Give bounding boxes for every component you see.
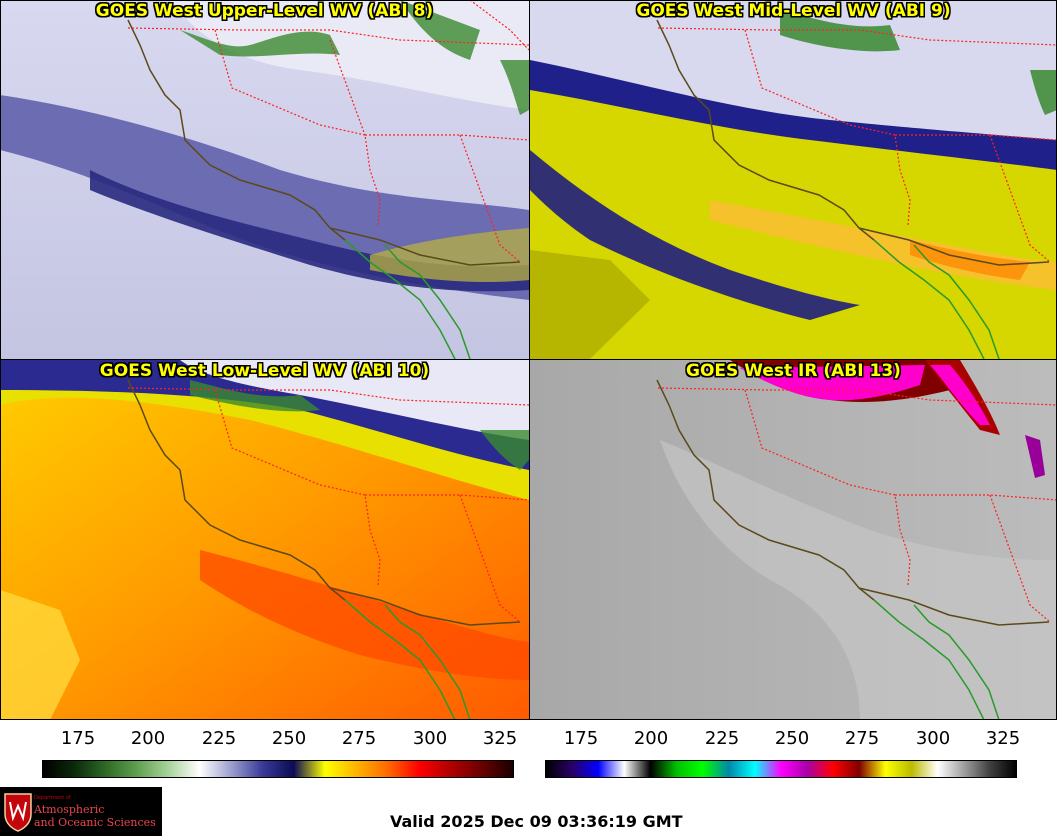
ir-tick-label: 300 [915, 728, 951, 749]
wv-tick-label: 200 [130, 728, 166, 749]
panel-ir: GOES West IR (ABI 13) [530, 360, 1057, 720]
ir-image [530, 360, 1057, 720]
panel-low-level-wv: GOES West Low-Level WV (ABI 10) [0, 360, 529, 720]
panel-divider-vertical [529, 0, 530, 720]
wv-colorbar [42, 760, 514, 778]
valid-time-label: Valid 2025 Dec 09 03:36:19 GMT [390, 812, 683, 831]
panel-title-upper-wv: GOES West Upper-Level WV (ABI 8) [95, 1, 434, 21]
ir-tick-label: 225 [704, 728, 740, 749]
wv-tick-label: 225 [201, 728, 237, 749]
logo-line-2: and Oceanic Sciences [34, 816, 156, 829]
upper-wv-image [0, 0, 529, 359]
ir-colorbar-ticks: 175 200 225 250 275 300 325 [545, 728, 1021, 752]
wv-tick-label: 175 [60, 728, 96, 749]
wv-tick-label: 300 [412, 728, 448, 749]
panel-title-mid-wv: GOES West Mid-Level WV (ABI 9) [636, 1, 951, 21]
ir-tick-label: 250 [774, 728, 810, 749]
mid-wv-image [530, 0, 1057, 359]
ir-tick-label: 325 [985, 728, 1021, 749]
panel-title-ir: GOES West IR (ABI 13) [686, 361, 901, 381]
panel-mid-level-wv: GOES West Mid-Level WV (ABI 9) [530, 0, 1057, 359]
ir-colorbar [545, 760, 1017, 778]
low-wv-image [0, 360, 529, 720]
logo-dept-label: Department of [34, 795, 71, 801]
uw-crest-icon [4, 793, 32, 832]
wv-tick-label: 275 [341, 728, 377, 749]
wv-tick-label: 325 [482, 728, 518, 749]
ir-tick-label: 200 [633, 728, 669, 749]
logo-line-1: Atmospheric [34, 803, 105, 816]
ir-tick-label: 275 [844, 728, 880, 749]
panel-title-low-wv: GOES West Low-Level WV (ABI 10) [99, 361, 430, 381]
panel-upper-level-wv: GOES West Upper-Level WV (ABI 8) [0, 0, 529, 359]
panel-divider-horizontal [0, 359, 1057, 360]
wv-colorbar-ticks: 175 200 225 250 275 300 325 [42, 728, 518, 752]
wv-tick-label: 250 [271, 728, 307, 749]
ir-tick-label: 175 [563, 728, 599, 749]
uw-aos-logo: Department of Atmospheric and Oceanic Sc… [0, 787, 162, 836]
